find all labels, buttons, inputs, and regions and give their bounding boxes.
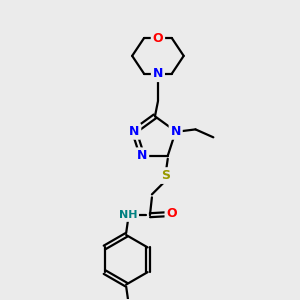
Text: N: N — [170, 125, 181, 138]
Text: NH: NH — [119, 210, 137, 220]
Text: N: N — [129, 125, 140, 138]
Text: O: O — [153, 32, 163, 44]
Text: N: N — [153, 67, 163, 80]
Text: S: S — [161, 169, 170, 182]
Text: O: O — [167, 207, 177, 220]
Text: N: N — [137, 149, 147, 162]
